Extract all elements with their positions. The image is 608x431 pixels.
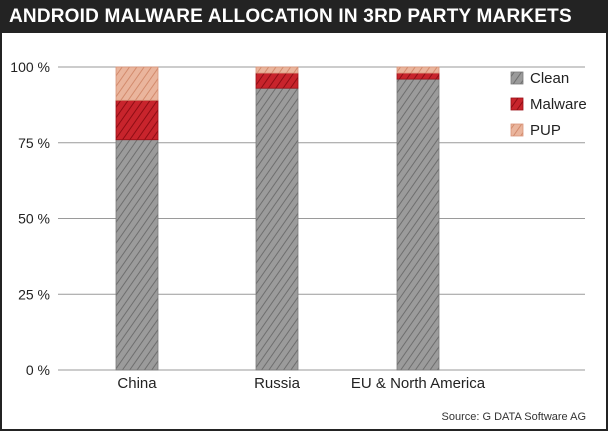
bar-segment-clean [396, 78, 440, 371]
legend-swatch-pup [510, 123, 524, 137]
bar-segment-clean [115, 139, 159, 371]
y-tick-label: 100 % [10, 59, 50, 75]
y-tick-label: 50 % [18, 211, 50, 227]
bar-segment-clean [255, 87, 299, 371]
legend-swatch-malware [510, 97, 524, 111]
bar-segment-malware [255, 72, 299, 89]
legend-label: Malware [530, 96, 587, 113]
bar-layer [115, 66, 440, 371]
source-note: Source: G DATA Software AG [442, 411, 586, 423]
x-category-label: EU & North America [351, 375, 486, 392]
bar-segment-pup [255, 66, 299, 74]
bar-segment-malware [115, 99, 159, 141]
chart-title: ANDROID MALWARE ALLOCATION IN 3RD PARTY … [0, 0, 608, 33]
chart-border [0, 33, 608, 431]
y-tick-label: 75 % [18, 135, 50, 151]
x-category-label: Russia [254, 375, 301, 392]
legend-label: Clean [530, 70, 569, 87]
y-tick-label: 25 % [18, 286, 50, 302]
y-tick-label: 0 % [26, 362, 50, 378]
legend-swatch-clean [510, 71, 524, 85]
bar-segment-malware [396, 72, 440, 80]
bar-segment-pup [115, 66, 159, 101]
legend: Clean Malware PUP [510, 70, 587, 139]
bar-segment-pup [396, 66, 440, 74]
x-category-label: China [117, 375, 157, 392]
legend-label: PUP [530, 122, 561, 139]
label-layer: 0 % 25 % 50 % 75 % 100 % China Russia EU & Nort… [10, 59, 485, 392]
